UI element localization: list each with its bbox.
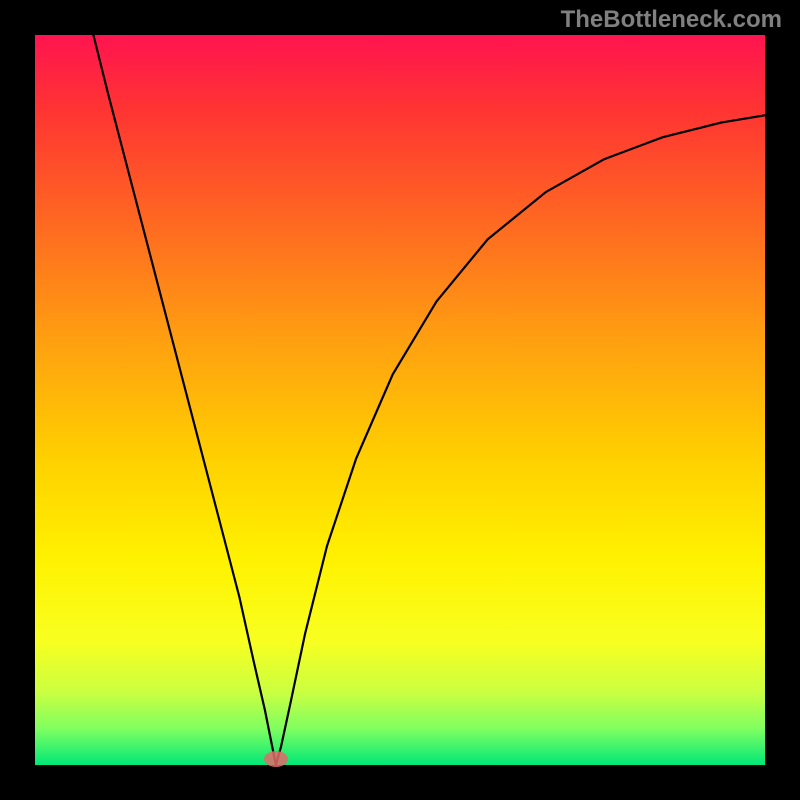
frame-right — [765, 0, 800, 800]
frame-bottom — [0, 765, 800, 800]
plot-area — [35, 35, 765, 765]
watermark-text: TheBottleneck.com — [561, 6, 782, 34]
bottleneck-curve — [35, 35, 765, 765]
frame-left — [0, 0, 35, 800]
vertex-marker — [264, 751, 288, 767]
gradient-background — [35, 35, 765, 765]
